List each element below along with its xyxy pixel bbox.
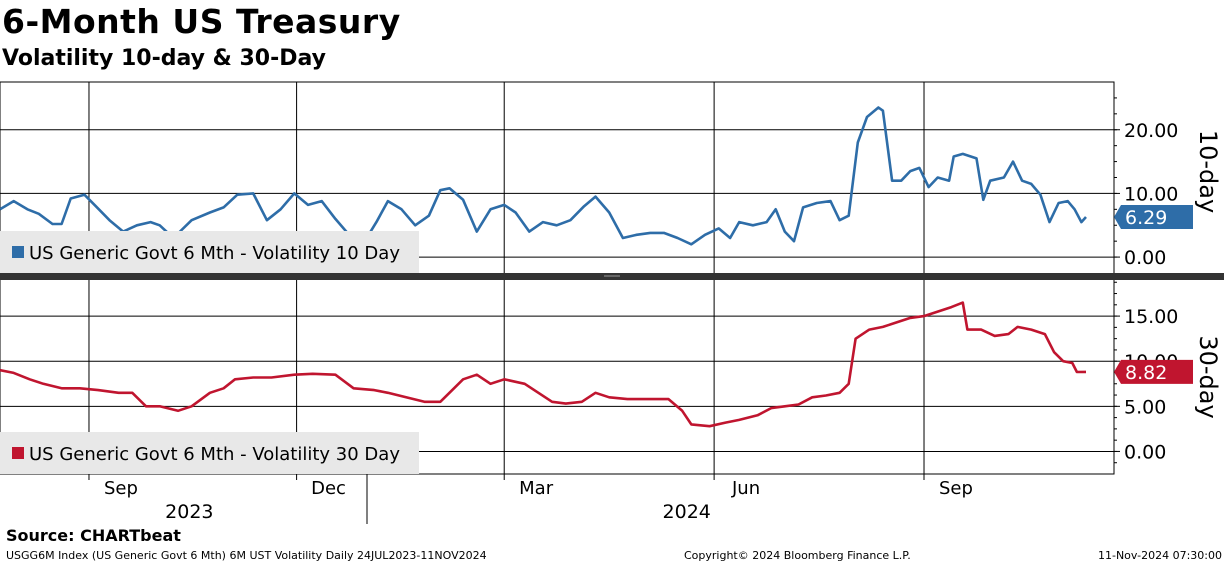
ten-day-panel-label: 10-day [1194,130,1222,213]
x-tick-label: Sep [939,478,973,499]
ten-day-legend-label: US Generic Govt 6 Mth - Volatility 10 Da… [29,243,400,264]
copyright-label: Copyright© 2024 Bloomberg Finance L.P. [684,549,911,562]
ten-day-legend-swatch [12,246,24,258]
year-label: 2023 [165,501,213,523]
timestamp-label: 11-Nov-2024 07:30:00 [1097,549,1222,562]
thirty-day-y-tick-label: 15.00 [1124,306,1178,328]
thirty-day-panel-label: 30-day [1194,335,1222,418]
x-tick-label: Mar [519,478,554,499]
ten-day-y-tick-label: 0.00 [1124,247,1166,269]
thirty-day-legend-swatch [12,447,24,459]
ten-day-last-value-label: 6.29 [1125,207,1167,229]
x-tick-label: Sep [104,478,138,499]
ten-day-legend-box[interactable] [0,231,419,273]
year-label: 2024 [663,501,711,523]
ten-day-y-tick-label: 20.00 [1124,120,1178,142]
page-title: 6-Month US Treasury [2,2,401,41]
index-info: USGG6M Index (US Generic Govt 6 Mth) 6M … [6,549,487,562]
thirty-day-legend-label: US Generic Govt 6 Mth - Volatility 30 Da… [29,444,400,465]
x-tick-label: Jun [731,478,760,499]
thirty-day-series-line [0,301,1087,428]
thirty-day-last-value-box [1114,359,1193,384]
ten-day-y-tick-label: 10.00 [1124,183,1178,205]
source-label: Source: CHARTbeat [6,526,181,545]
x-tick-label: Dec [311,478,346,499]
ten-day-last-value-box [1114,205,1193,230]
thirty-day-y-tick-label: 0.00 [1124,441,1166,463]
thirty-day-y-tick-label: 5.00 [1124,396,1166,418]
thirty-day-legend-box[interactable] [0,432,419,474]
ten-day-series-line [0,106,1087,246]
thirty-day-last-value-label: 8.82 [1125,362,1167,384]
page-subtitle: Volatility 10-day & 30-Day [2,46,327,71]
